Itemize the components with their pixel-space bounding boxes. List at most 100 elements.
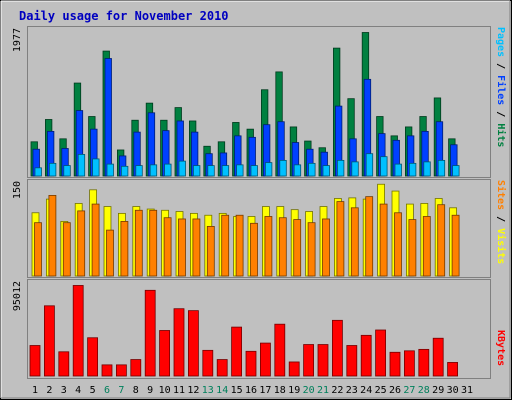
- x-tick-label-30: 30: [447, 385, 459, 396]
- x-tick-label-1: 1: [32, 385, 38, 396]
- sites-bar-12: [192, 218, 201, 277]
- pages-bar-3: [63, 165, 71, 177]
- pages-bar-8: [135, 165, 143, 177]
- pages-bar-26: [394, 163, 402, 177]
- sites-bar-14: [221, 214, 230, 277]
- x-tick-label-3: 3: [61, 385, 67, 396]
- kbytes-bar-16: [245, 350, 257, 377]
- hits-panel-bars: [30, 32, 460, 177]
- pages-bar-25: [380, 156, 388, 177]
- pages-bar-24: [365, 153, 374, 177]
- sites-bar-11: [178, 218, 186, 277]
- panel-visits-frame: [27, 179, 491, 278]
- sites-bar-18: [278, 217, 287, 277]
- y-max-label-hits: 1977: [12, 28, 23, 52]
- sites-bar-24: [365, 196, 374, 277]
- x-tick-label-24: 24: [360, 385, 372, 396]
- sites-bar-20: [307, 222, 316, 277]
- x-tick-label-17: 17: [259, 385, 271, 396]
- pages-bar-21: [322, 165, 330, 177]
- kbytes-bar-23: [346, 345, 358, 377]
- x-tick-label-25: 25: [375, 385, 387, 396]
- y-max-label-visits: 150: [12, 181, 23, 199]
- kbytes-bar-17: [259, 342, 271, 377]
- sites-bar-3: [62, 222, 71, 277]
- sites-bar-6: [106, 229, 114, 277]
- legend-kbytes: KBytes: [495, 330, 506, 366]
- kbytes-bar-25: [375, 329, 387, 377]
- kbytes-bar-18: [274, 323, 286, 377]
- x-tick-label-26: 26: [389, 385, 401, 396]
- sites-bar-2: [48, 194, 57, 277]
- sites-bar-16: [250, 222, 258, 277]
- sites-bar-7: [120, 221, 129, 277]
- pages-bar-10: [164, 163, 172, 177]
- sites-bar-17: [264, 216, 273, 277]
- x-tick-label-16: 16: [245, 385, 257, 396]
- sites-bar-8: [134, 209, 143, 277]
- panel-hits-frame: [27, 26, 491, 178]
- pages-bar-27: [408, 162, 417, 177]
- x-axis-day-labels: 1 2 3 4 5 6 7 8 9 10 11 12 13 14 15 16 17 18 19 20 21 22 23 24 2…: [32, 385, 473, 396]
- sites-bar-29: [437, 204, 446, 277]
- legend-sites-visits: Sites / Visits: [495, 180, 507, 264]
- pages-bar-7: [121, 165, 129, 177]
- pages-bar-9: [149, 164, 158, 177]
- pages-bar-19: [293, 164, 302, 177]
- x-tick-label-14: 14: [216, 385, 228, 396]
- sites-bar-15: [235, 214, 244, 277]
- sites-bar-25: [379, 203, 388, 277]
- x-tick-label-27: 27: [403, 385, 415, 396]
- kbytes-bar-14: [216, 359, 228, 377]
- kbytes-bar-8: [130, 359, 142, 377]
- kbytes-bar-24: [360, 334, 372, 377]
- x-tick-label-7: 7: [118, 385, 124, 396]
- files-bar-6: [104, 58, 112, 177]
- x-tick-label-9: 9: [147, 385, 153, 396]
- x-tick-label-23: 23: [346, 385, 358, 396]
- kbytes-bar-15: [231, 326, 243, 377]
- sites-bar-1: [34, 222, 42, 277]
- sites-bar-13: [206, 225, 215, 277]
- pages-bar-14: [221, 165, 230, 177]
- panel-kbytes-frame: [27, 279, 491, 379]
- pages-bar-18: [279, 159, 287, 177]
- x-tick-label-10: 10: [159, 385, 171, 396]
- x-tick-label-12: 12: [187, 385, 199, 396]
- kbytes-bar-6: [101, 364, 113, 377]
- sites-bar-10: [163, 217, 172, 277]
- pages-bar-4: [77, 154, 86, 177]
- pages-bar-11: [178, 160, 186, 177]
- sites-bar-22: [336, 201, 345, 277]
- kbytes-bar-28: [418, 348, 430, 377]
- pages-bar-28: [423, 161, 431, 177]
- kbytes-bar-20: [303, 344, 315, 377]
- pages-bar-12: [192, 165, 201, 177]
- pages-bar-13: [207, 165, 215, 177]
- kbytes-bar-30: [447, 362, 459, 377]
- x-tick-label-5: 5: [90, 385, 96, 396]
- sites-bar-30: [451, 214, 460, 277]
- x-tick-label-29: 29: [432, 385, 444, 396]
- kbytes-bar-27: [403, 350, 415, 377]
- pages-bar-16: [250, 165, 258, 177]
- pages-bar-5: [92, 158, 100, 177]
- sites-bar-9: [149, 209, 158, 277]
- y-max-label-kbytes: 95012: [12, 281, 23, 311]
- chart-title: Daily usage for November 2010: [19, 9, 229, 23]
- kbytes-bar-4: [72, 285, 84, 377]
- pages-bar-2: [49, 162, 57, 177]
- x-tick-label-31: 31: [461, 385, 473, 396]
- x-tick-label-11: 11: [173, 385, 185, 396]
- kbytes-bar-29: [432, 337, 444, 377]
- pages-bar-17: [264, 162, 273, 177]
- pages-bar-29: [437, 159, 446, 177]
- x-tick-label-8: 8: [133, 385, 139, 396]
- sites-bar-23: [350, 207, 359, 277]
- x-tick-label-21: 21: [317, 385, 329, 396]
- sites-bar-27: [408, 219, 417, 277]
- kbytes-bar-22: [331, 319, 343, 377]
- sites-bar-26: [394, 212, 402, 277]
- visits-panel-bars: [31, 183, 460, 277]
